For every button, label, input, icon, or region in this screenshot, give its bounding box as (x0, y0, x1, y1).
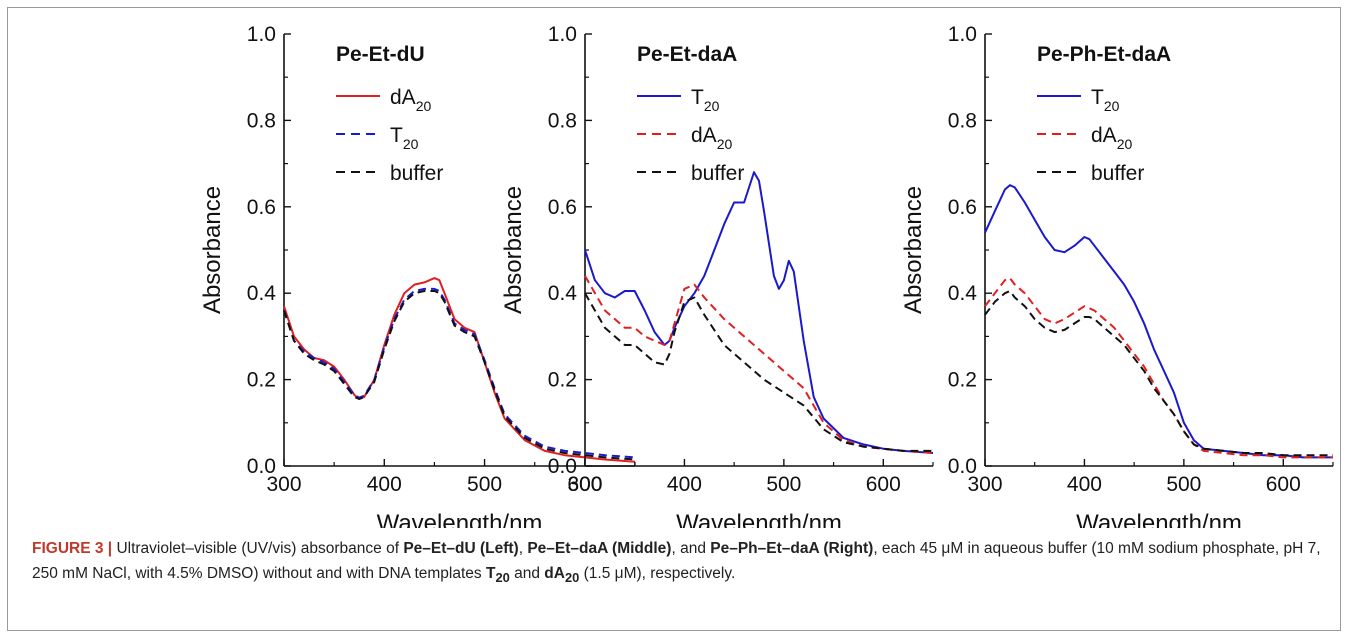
series-line-t (584, 171, 934, 454)
panel-title: Pe-Ph-Et-daA (1037, 43, 1171, 66)
x-tick-label: 500 (467, 473, 502, 496)
figure-charts: 0.0 0.2 0.4 0.6 0.8 1.0 300 400 500 600 Wavelength… (199, 23, 1334, 528)
x-tick-label: 300 (266, 473, 301, 496)
y-axis-label: Absorbance (199, 186, 226, 314)
y-tick-label: 0.6 (948, 196, 977, 219)
series-line-da (584, 275, 934, 454)
x-axis-label: Wavelength/nm (676, 510, 842, 528)
caption-part: Pe–Ph–Et–daA (Right) (710, 540, 874, 557)
x-tick-label: 400 (667, 473, 702, 496)
series-line-buffer (584, 292, 933, 452)
legend-label: dA20 (691, 124, 732, 152)
y-tick-label: 0.8 (548, 109, 577, 132)
y-tick-label: 0.0 (948, 455, 977, 478)
caption-part: Pe–Et–dU (Left) (403, 540, 519, 557)
legend-label: T20 (1091, 86, 1120, 114)
y-tick-label: 0.4 (948, 282, 978, 305)
x-axis-label: Wavelength/nm (1076, 510, 1242, 528)
legend-label: T20 (390, 124, 419, 152)
x-tick-label: 300 (967, 473, 1002, 496)
caption-part: (1.5 μM), respectively. (579, 565, 736, 582)
caption-part: , (518, 540, 528, 557)
caption-part: Pe–Et–daA (Middle) (527, 540, 672, 557)
chart-panel-2: 0.0 0.2 0.4 0.6 0.8 1.0 300 400 500 600 Wavelength… (500, 23, 934, 528)
x-tick-label: 600 (1266, 473, 1301, 496)
y-tick-label: 0.6 (247, 196, 276, 219)
y-axis-label: Absorbance (900, 186, 927, 314)
y-tick-label: 0.8 (948, 109, 977, 132)
y-tick-label: 0.6 (548, 196, 577, 219)
panel-title: Pe-Et-daA (637, 43, 737, 66)
y-tick-label: 0.8 (247, 109, 276, 132)
y-tick-label: 1.0 (247, 23, 276, 46)
figure-label: FIGURE 3 | (32, 540, 113, 557)
y-tick-label: 1.0 (948, 23, 977, 46)
legend-label: buffer (1091, 162, 1144, 185)
chart-panel-1: 0.0 0.2 0.4 0.6 0.8 1.0 300 400 500 600 Wavelength… (199, 23, 636, 528)
x-tick-label: 600 (866, 473, 901, 496)
y-axis-label: Absorbance (500, 186, 527, 314)
caption-part: T20 (485, 565, 510, 586)
figure-caption: FIGURE 3 | Ultraviolet–visible (UV/vis) … (32, 536, 1332, 590)
caption-part: , each 45 μM in aqueous buffer (10 mM so… (32, 540, 1321, 582)
x-tick-label: 400 (1067, 473, 1102, 496)
legend-label: T20 (691, 86, 720, 114)
x-axis-label: Wavelength/nm (377, 510, 543, 528)
series-line-t (283, 287, 636, 459)
caption-part: and (509, 565, 545, 582)
legend-label: dA20 (1091, 124, 1132, 152)
series-line-t (984, 184, 1333, 459)
x-tick-label: 500 (766, 473, 801, 496)
caption-part: dA20 (544, 565, 580, 586)
y-tick-label: 0.4 (548, 282, 578, 305)
y-tick-label: 0.0 (548, 455, 577, 478)
caption-part: , and (671, 540, 711, 557)
x-tick-label: 600 (567, 473, 602, 496)
series-line-da (283, 277, 636, 463)
y-tick-label: 0.2 (548, 369, 577, 392)
y-tick-label: 0.2 (247, 369, 276, 392)
series-line-buffer (984, 290, 1333, 457)
y-tick-label: 1.0 (548, 23, 577, 46)
chart-panel-3: 0.0 0.2 0.4 0.6 0.8 1.0 300 400 500 600 Wavelength… (900, 23, 1334, 528)
panel-title: Pe-Et-dU (336, 43, 425, 66)
y-tick-label: 0.2 (948, 369, 977, 392)
series-line-da (984, 277, 1333, 459)
y-tick-label: 0.0 (247, 455, 276, 478)
x-tick-label: 500 (1166, 473, 1201, 496)
series-line-buffer (283, 290, 636, 461)
caption-part: Ultraviolet–visible (UV/vis) absorbance … (112, 540, 404, 557)
legend-label: buffer (691, 162, 744, 185)
legend-label: buffer (390, 162, 443, 185)
legend-label: dA20 (390, 86, 431, 114)
x-tick-label: 400 (367, 473, 402, 496)
x-tick-label: 300 (567, 473, 602, 496)
figure-frame: 0.0 0.2 0.4 0.6 0.8 1.0 300 400 500 600 Wavelength… (7, 7, 1341, 631)
y-tick-label: 0.4 (247, 282, 277, 305)
